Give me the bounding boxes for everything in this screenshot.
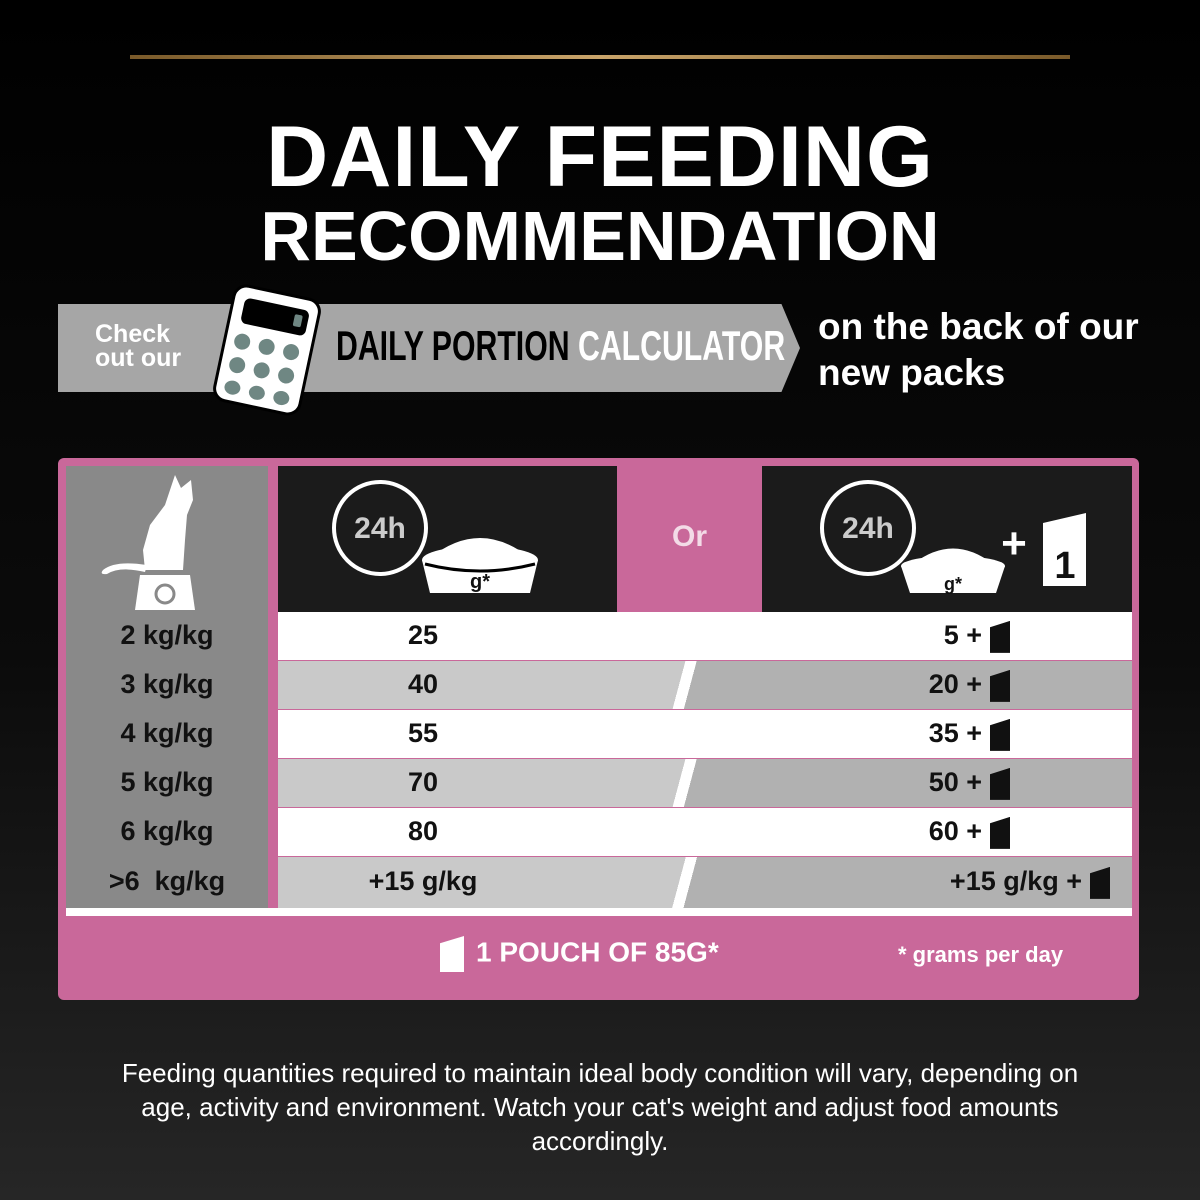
grams-per-day-note: * grams per day — [898, 942, 1064, 967]
dry-amount: +15 g/kg — [368, 866, 478, 896]
mixed-amount: 35 + — [929, 718, 1010, 751]
pouch-icon — [990, 620, 1010, 653]
weight-label: 5 kg/kg — [120, 767, 214, 797]
dry-amount: 70 — [407, 767, 439, 797]
dry-amount: 25 — [407, 620, 439, 650]
clock-24h-bowl-plus-pouch-icon: 24h g* + 1 — [820, 480, 1086, 594]
pouch-icon — [990, 669, 1010, 702]
footer-disclaimer: Feeding quantities required to maintain … — [121, 1058, 1079, 1156]
dry-amount: 80 — [407, 816, 439, 846]
cat-on-scale-icon — [101, 475, 195, 610]
table-bottom-strip — [66, 908, 1132, 916]
pouch-icon — [1090, 866, 1110, 899]
calculator-icon — [210, 281, 324, 419]
bowl-label: g* — [944, 574, 962, 594]
calc-bold: DAILY PORTION — [336, 322, 570, 369]
table-row — [278, 759, 1132, 807]
gold-divider — [130, 55, 1070, 59]
or-label: Or — [671, 520, 707, 553]
title-line-2: RECOMMENDATION — [260, 197, 940, 275]
calculator-banner — [58, 304, 800, 392]
weight-label: 3 kg/kg — [120, 669, 214, 699]
table-row — [278, 710, 1132, 758]
table-row — [278, 857, 1132, 908]
svg-text:+: + — [1001, 519, 1027, 568]
dry-amount: 40 — [407, 669, 439, 699]
clock-label: 24h — [842, 512, 894, 545]
pouch-icon — [440, 936, 464, 972]
mixed-amount: 5 + — [944, 620, 1010, 653]
daily-portion-calculator-label: DAILY PORTION CALCULATOR — [336, 322, 785, 370]
weight-label: 2 kg/kg — [120, 620, 214, 650]
mixed-amount: 20 + — [929, 669, 1010, 702]
title-line-1: DAILY FEEDING — [266, 109, 934, 205]
pouch-number: 1 — [1054, 545, 1075, 587]
table-row — [278, 612, 1132, 660]
clock-label: 24h — [354, 512, 406, 545]
pouch-icon — [990, 718, 1010, 751]
pouch-icon — [990, 816, 1010, 849]
back-of-packs-text: on the back of our new packs — [818, 306, 1139, 393]
dry-amount: 55 — [407, 718, 439, 748]
table-row — [278, 661, 1132, 709]
mixed-amount: 50 + — [929, 767, 1010, 800]
check-out-text: Check out our — [95, 320, 182, 372]
calc-light: CALCULATOR — [577, 322, 786, 369]
weight-label: 6 kg/kg — [120, 816, 214, 846]
mixed-amount: 60 + — [929, 816, 1010, 849]
clock-24h-bowl-icon: 24h g* — [332, 480, 538, 593]
weight-label: 4 kg/kg — [120, 718, 214, 748]
mixed-amount: +15 g/kg + — [950, 866, 1110, 899]
weight-label: >6 kg/kg — [108, 866, 226, 896]
bowl-label: g* — [470, 571, 490, 593]
pouch-icon — [990, 767, 1010, 800]
pouch-note: 1 POUCH OF 85G* — [440, 936, 719, 972]
table-row — [278, 808, 1132, 856]
